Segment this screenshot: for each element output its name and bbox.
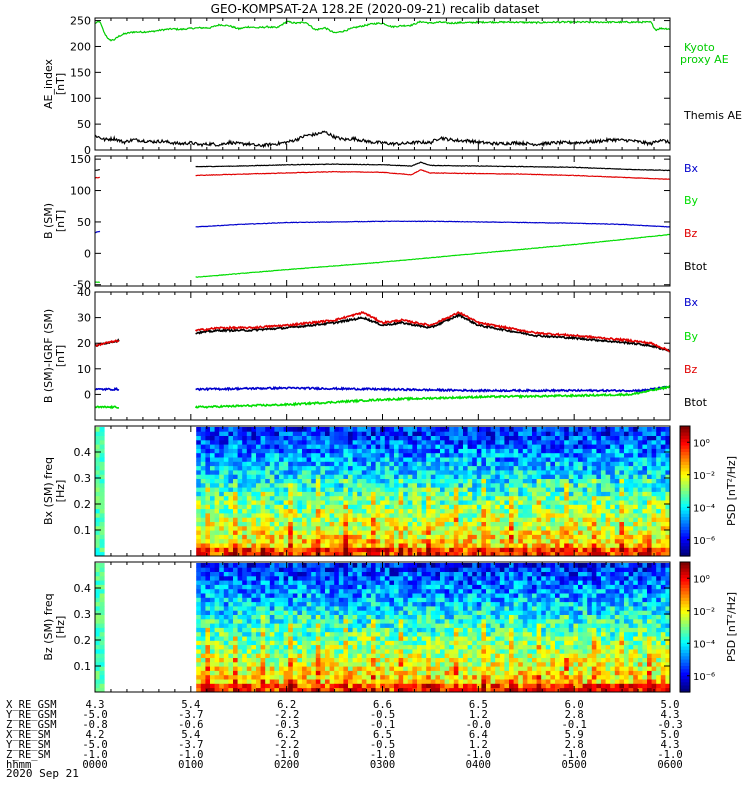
legend-bz: Bz xyxy=(684,227,698,240)
y-axis-label: AE_index[nT] xyxy=(42,58,67,109)
colorbar-tick-label: 10⁻² xyxy=(693,471,715,482)
y-axis-label: B (SM)[nT] xyxy=(42,203,67,239)
ytick-label: 40 xyxy=(77,286,91,299)
ytick-label: 20 xyxy=(77,337,91,350)
colorbar-tick-label: 10⁰ xyxy=(693,438,710,449)
series-line-bx xyxy=(196,386,670,392)
ytick-label: 0 xyxy=(84,247,91,260)
colorbar-label: PSD [nT²/Hz] xyxy=(725,456,738,526)
ephemeris-value: 0400 xyxy=(466,760,491,771)
series-line-bx xyxy=(95,231,100,233)
ytick-label: 0.2 xyxy=(74,634,92,647)
ytick-label: 10 xyxy=(77,363,91,376)
series-line-bz xyxy=(196,312,670,351)
colorbar-label: PSD [nT²/Hz] xyxy=(725,592,738,662)
legend-themis-ae: Themis AE xyxy=(683,109,742,122)
series-line-btot xyxy=(196,315,670,352)
colorbar-tick-label: 10⁻⁶ xyxy=(693,672,715,683)
legend-by: By xyxy=(684,194,699,207)
series-line-btot xyxy=(196,162,670,171)
legend-btot: Btot xyxy=(684,260,708,273)
ytick-label: 250 xyxy=(70,15,91,28)
spectrogram xyxy=(95,563,670,692)
chart-title: GEO-KOMPSAT-2A 128.2E (2020-09-21) recal… xyxy=(211,2,540,16)
series-line-bz xyxy=(196,170,670,180)
ytick-label: 100 xyxy=(70,92,91,105)
ytick-label: 0.2 xyxy=(74,498,92,511)
legend-proxy-ae: proxy AE xyxy=(680,53,729,66)
ephemeris-value: 0100 xyxy=(178,760,203,771)
ephemeris-value: 0200 xyxy=(274,760,299,771)
series-line-bx xyxy=(196,221,670,227)
ytick-label: 0.3 xyxy=(74,608,92,621)
date-label: 2020 Sep 21 xyxy=(6,767,79,780)
series-line-btot xyxy=(95,170,100,171)
ytick-label: 150 xyxy=(70,66,91,79)
ytick-label: 50 xyxy=(77,118,91,131)
series-line-by xyxy=(196,235,670,278)
ytick-label: 0.4 xyxy=(74,446,92,459)
series-line-bz xyxy=(95,177,100,178)
ytick-label: 100 xyxy=(70,185,91,198)
colorbar-tick-label: 10⁻⁴ xyxy=(693,503,715,514)
ytick-label: 50 xyxy=(77,216,91,229)
legend-bz: Bz xyxy=(684,363,698,376)
series-line-by xyxy=(95,406,119,408)
ytick-label: 0.3 xyxy=(74,472,92,485)
y-axis-label: Bx (SM) freq[Hz] xyxy=(42,457,67,525)
spectrogram xyxy=(95,427,670,556)
y-axis-label: B (SM)-IGRF (SM)[nT] xyxy=(42,309,67,403)
ephemeris-value: 0500 xyxy=(562,760,587,771)
y-axis-label: Bz (SM) freq[Hz] xyxy=(42,593,67,660)
ytick-label: 200 xyxy=(70,40,91,53)
legend-bx: Bx xyxy=(684,296,699,309)
colorbar-tick-label: 10⁻⁶ xyxy=(693,536,715,547)
ytick-label: 0 xyxy=(84,388,91,401)
colorbar-tick-label: 10⁰ xyxy=(693,574,710,585)
colorbar-tick-label: 10⁻⁴ xyxy=(693,639,715,650)
colorbar-tick-label: 10⁻² xyxy=(693,607,715,618)
ytick-label: 0.1 xyxy=(74,660,92,673)
series-line-bx xyxy=(95,388,119,390)
colorbar xyxy=(680,426,690,557)
legend-bx: Bx xyxy=(684,162,699,175)
ephemeris-value: 0600 xyxy=(657,760,682,771)
ephemeris-value: 0000 xyxy=(82,760,107,771)
legend-by: By xyxy=(684,330,699,343)
series-line-kyoto-proxy-ae xyxy=(95,21,670,41)
ytick-label: 150 xyxy=(70,153,91,166)
ytick-label: 30 xyxy=(77,312,91,325)
ytick-label: 0.1 xyxy=(74,524,92,537)
colorbar xyxy=(680,562,690,693)
ephemeris-value: 0300 xyxy=(370,760,395,771)
legend-btot: Btot xyxy=(684,396,708,409)
panel-frame xyxy=(95,18,670,150)
ytick-label: 0.4 xyxy=(74,582,92,595)
